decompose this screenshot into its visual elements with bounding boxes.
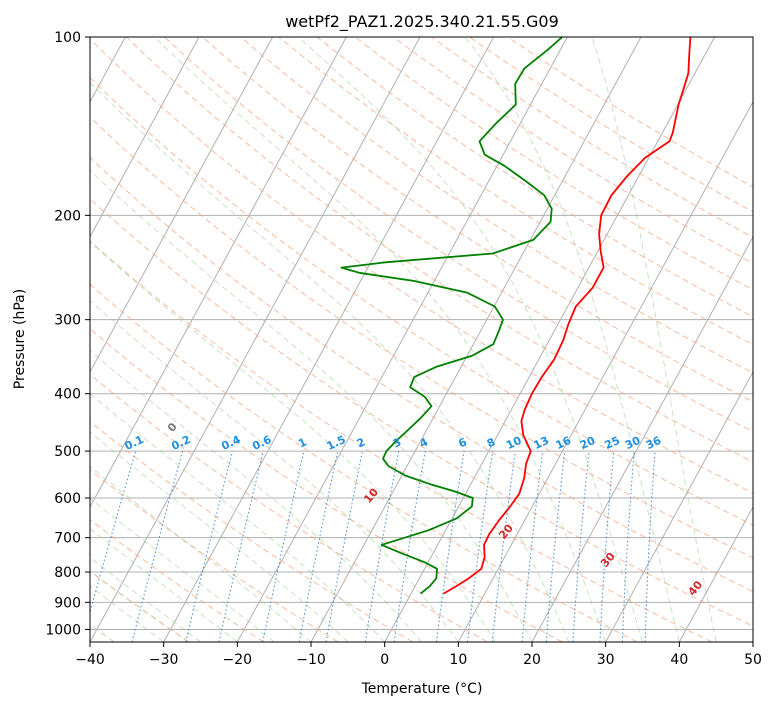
x-tick-label: 30 [597,652,615,668]
mixing-ratio-label: 25 [603,434,622,452]
dry-adiabat [90,116,753,559]
y-tick-label: 300 [54,313,81,329]
moist-adiabat [90,431,349,642]
y-axis-label: Pressure (hPa) [12,289,28,389]
isotherm-line [457,100,753,642]
dry-adiabat [316,37,753,318]
x-tick-label: −40 [75,652,105,668]
isotherm-line [90,37,347,508]
mixing-ratio-line [572,451,590,642]
mixing-ratio-line [545,451,566,642]
dry-adiabat [393,37,753,264]
dry-adiabat [90,469,339,642]
mixing-ratio-label: 16 [554,434,574,452]
y-tick-label: 700 [54,531,81,547]
y-tick-label: 900 [54,595,81,611]
moist-adiabat [464,37,680,642]
moist-adiabat [90,349,422,642]
dry-adiabat [90,156,753,593]
moist-adiabat [90,465,312,642]
y-tick-label: 500 [54,444,81,460]
dry-adiabat [90,283,638,642]
moist-adiabat [591,37,717,642]
x-axis: −40 −30 −20 −10 0 10 20 30 40 50 [75,642,762,668]
y-tick-label: 1000 [45,622,81,638]
mixing-ratio-label: 10 [504,434,524,452]
isotherm-line [605,370,753,642]
y-tick-label: 400 [54,387,81,403]
dry-adiabat [90,38,753,494]
mixing-ratio-label: 20 [578,434,598,452]
chart-title: wetPf2_PAZ1.2025.340.21.55.G09 [285,12,559,32]
x-tick-label: −20 [223,652,253,668]
x-tick-label: −10 [296,652,326,668]
isotherm-line [163,37,495,642]
moist-adiabat [90,241,496,642]
dewpoint-profile-line [340,37,563,595]
dry-adiabat [125,37,753,463]
mixing-ratio-line [393,451,426,642]
moist-adiabat [90,300,459,642]
isotherm-line [90,37,274,373]
background-lines [90,37,753,642]
x-tick-label: 50 [744,652,762,668]
mixing-ratio-line [218,450,264,642]
mixing-ratio-line [521,451,544,642]
dry-adiabat [90,198,753,627]
y-axis: 100 200 300 400 500 600 700 800 900 1000 [45,30,90,638]
moist-adiabat [153,37,607,642]
dry-adiabat [164,37,753,433]
isotherm-line [384,37,716,642]
y-tick-label: 200 [54,208,81,224]
y-tick-label: 800 [54,565,81,581]
mixing-ratio-line [185,450,233,642]
dry-adiabat [431,37,753,238]
mixing-ratio-label: 36 [644,434,664,452]
dry-adiabat [90,76,753,526]
mixing-ratio-label: 30 [623,434,643,452]
isotherm-line [678,505,753,642]
temperature-profile-line [443,37,692,595]
moist-adiabat [297,37,643,642]
profile-series [340,37,692,595]
dry-adiabat [90,420,414,642]
mixing-ratio-line [90,450,137,614]
isotherm-line [90,37,200,238]
isotherm-line [90,37,421,642]
x-tick-label: 10 [449,652,467,668]
isotherm-line [531,235,753,642]
mixing-ratio-line [435,451,465,642]
dry-adiabat [354,37,753,291]
x-tick-label: 0 [380,652,389,668]
dry-adiabat [469,37,753,213]
moist-adiabat [90,169,533,642]
x-tick-label: 20 [523,652,541,668]
mixing-ratio-line [467,451,494,642]
plot-frame [89,36,754,643]
mixing-ratio-line [131,450,183,642]
y-tick-label: 600 [54,491,81,507]
moist-adiabat [90,81,570,642]
mixing-ratio-line [262,450,305,642]
x-tick-label: −30 [149,652,179,668]
dry-adiabat [90,328,563,642]
x-tick-label: 40 [670,652,688,668]
x-axis-label: Temperature (°C) [361,681,483,697]
mixing-ratio-line [491,451,516,642]
isotherm-line [236,37,568,642]
dry-adiabat [507,37,753,188]
mixing-ratio-label: 13 [532,434,551,452]
y-tick-label: 100 [54,30,81,46]
